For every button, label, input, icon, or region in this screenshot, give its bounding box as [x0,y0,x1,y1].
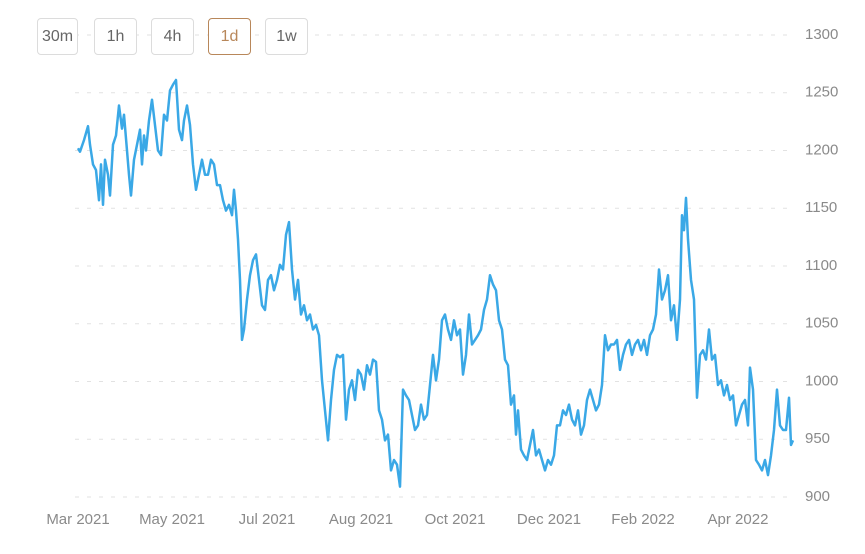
interval-button[interactable]: 4h [151,18,194,55]
y-tick-label: 950 [805,430,830,447]
price-line [76,78,795,488]
y-tick-label: 1250 [805,84,838,101]
y-tick-label: 1050 [805,315,838,332]
x-tick-label: Oct 2021 [425,511,486,528]
x-tick-label: Feb 2022 [611,511,674,528]
y-tick-label: 1000 [805,372,838,389]
y-tick-label: 1200 [805,141,838,158]
x-tick-label: Dec 2021 [517,511,581,528]
y-tick-label: 1100 [805,257,837,274]
interval-button[interactable]: 1h [94,18,137,55]
x-tick-label: Mar 2021 [46,511,109,528]
y-tick-label: 1300 [805,26,838,43]
interval-button[interactable]: 1w [265,18,308,55]
y-tick-label: 1150 [805,199,837,216]
interval-button[interactable]: 30m [37,18,78,55]
interval-button[interactable]: 1d [208,18,251,55]
x-tick-label: Aug 2021 [329,511,393,528]
x-tick-label: Apr 2022 [708,511,769,528]
x-tick-label: May 2021 [139,511,205,528]
y-tick-label: 900 [805,488,830,505]
x-tick-label: Jul 2021 [239,511,296,528]
